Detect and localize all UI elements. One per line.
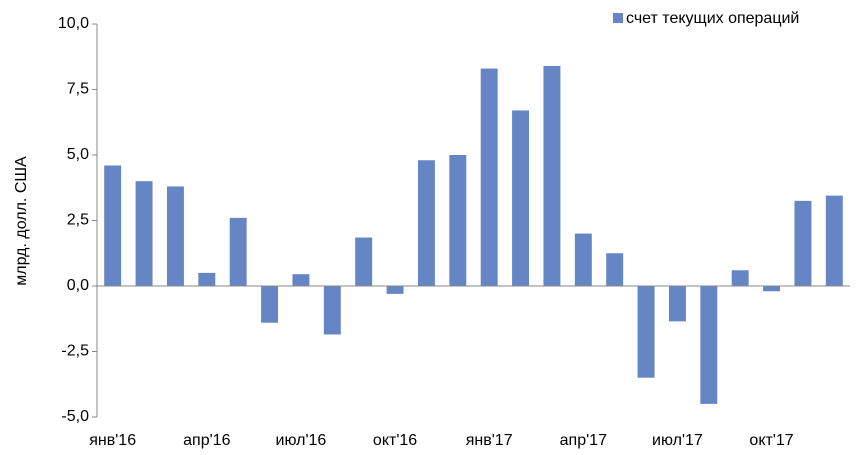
y-tick-label: -5,0	[61, 408, 89, 425]
bar	[512, 110, 530, 287]
bar	[355, 237, 373, 286]
bar	[229, 217, 247, 286]
bar	[417, 160, 435, 286]
bar	[135, 181, 153, 286]
bar	[261, 286, 279, 323]
x-tick-label: апр'16	[183, 432, 230, 449]
x-tick-label: апр'17	[560, 432, 607, 449]
bar	[104, 165, 122, 286]
bar	[198, 272, 216, 286]
bar	[480, 68, 498, 286]
y-tick-label: 10,0	[58, 15, 89, 32]
bar	[449, 155, 467, 286]
bar	[668, 286, 686, 322]
bar	[700, 286, 718, 404]
bar	[606, 253, 624, 286]
bar	[166, 186, 184, 286]
legend-swatch	[613, 13, 623, 23]
x-tick-label: янв'17	[466, 432, 513, 449]
y-tick-label: 7,5	[67, 81, 89, 98]
y-axis-label: млрд. долл. США	[13, 156, 30, 286]
bar	[731, 270, 749, 286]
y-tick-label: 5,0	[67, 146, 89, 163]
x-tick-label: июл'17	[652, 432, 703, 449]
bar	[637, 286, 655, 378]
bar	[543, 65, 561, 286]
legend-label: счет текущих операций	[626, 10, 799, 27]
bar	[386, 286, 404, 294]
x-tick-label: янв'16	[89, 432, 136, 449]
y-tick-label: 2,5	[67, 212, 89, 229]
bar	[794, 200, 812, 286]
x-tick-label: окт'17	[749, 432, 793, 449]
x-tick-label: окт'16	[373, 432, 417, 449]
bar	[574, 233, 592, 286]
bar	[825, 195, 843, 286]
x-tick-label: июл'16	[276, 432, 327, 449]
bar	[763, 286, 781, 292]
bar	[292, 274, 310, 286]
y-tick-label: -2,5	[61, 343, 89, 360]
bar	[323, 286, 341, 335]
y-tick-label: 0,0	[67, 277, 89, 294]
